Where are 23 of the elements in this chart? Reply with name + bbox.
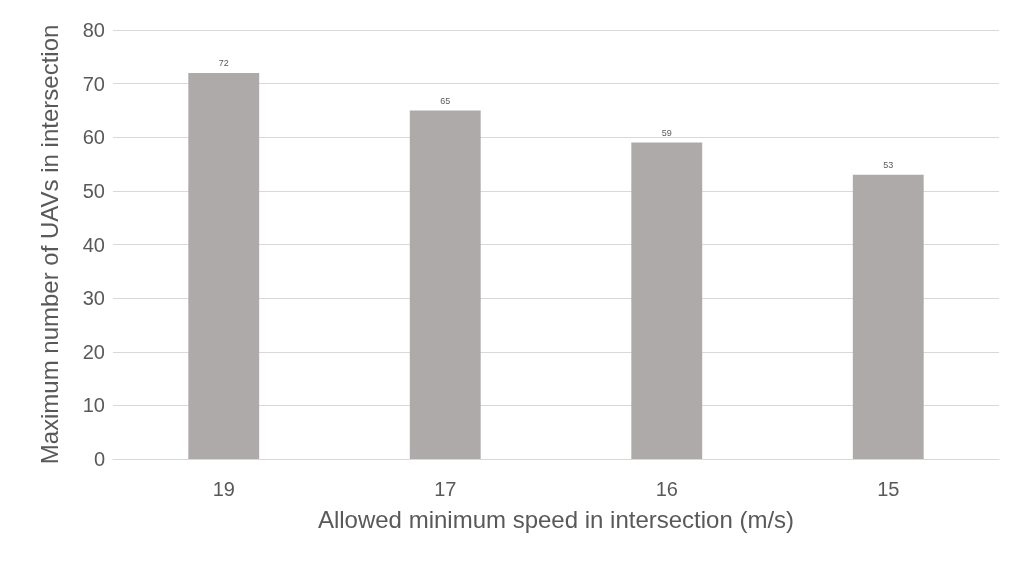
bar [409, 110, 481, 459]
y-tick-label: 80 [82, 19, 105, 41]
y-tick-label: 70 [82, 72, 105, 95]
data-label: 53 [883, 160, 894, 171]
data-label: 65 [440, 95, 451, 106]
x-tick-label: 19 [212, 478, 235, 500]
x-axis-title: Allowed minimum speed in intersection (m/s) [317, 505, 795, 533]
y-tick-label: 50 [82, 179, 105, 202]
x-tick-label: 17 [434, 478, 457, 500]
x-tick-label: 15 [877, 478, 900, 500]
y-tick-label: 60 [82, 126, 105, 149]
data-label: 59 [661, 128, 672, 139]
y-tick-label: 20 [82, 340, 105, 363]
y-tick-label: 10 [82, 394, 105, 417]
y-tick-label: 0 [93, 448, 105, 470]
x-tick-label: 16 [655, 478, 678, 500]
bar [852, 174, 924, 459]
y-tick-label: 30 [82, 287, 105, 310]
y-axis-title: Maximum number of UAVs in intersection [35, 24, 63, 465]
bar [631, 142, 703, 459]
data-label: 72 [218, 58, 229, 69]
y-tick-label: 40 [82, 233, 105, 256]
bar [188, 72, 260, 459]
